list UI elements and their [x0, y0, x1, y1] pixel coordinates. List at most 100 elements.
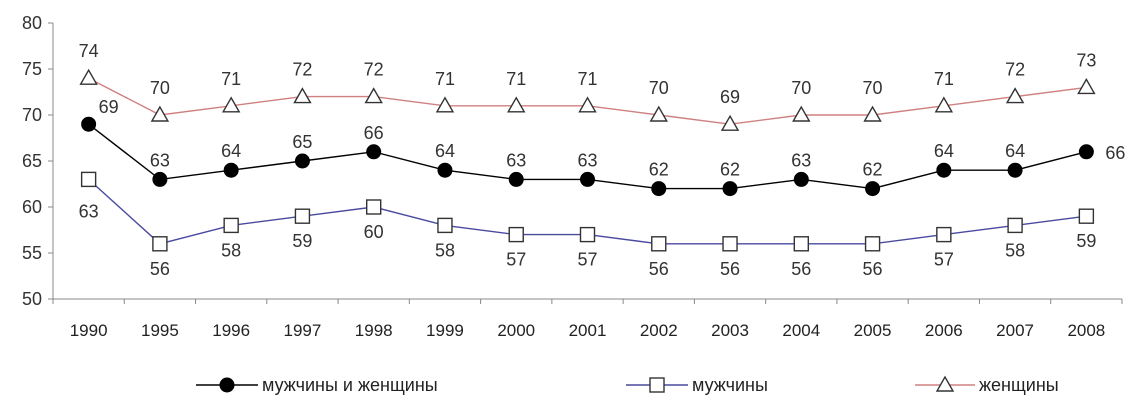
series-0-point — [793, 171, 809, 187]
data-label-men: 63 — [79, 201, 99, 221]
legend-item: мужчины — [626, 375, 768, 395]
data-label-women: 72 — [292, 60, 312, 80]
data-label-total: 63 — [577, 150, 597, 170]
data-label-men: 56 — [720, 259, 740, 279]
data-label-women: 70 — [791, 78, 811, 98]
series-2-point — [1077, 77, 1096, 95]
data-label-total: 62 — [649, 160, 669, 180]
data-label-men: 58 — [1005, 240, 1025, 260]
data-label-total: 63 — [150, 150, 170, 170]
y-tick-label: 60 — [22, 197, 42, 217]
data-label-women: 73 — [1076, 50, 1096, 70]
series-2-point — [293, 87, 312, 104]
series-2-point — [435, 96, 455, 113]
series-0-point — [1078, 144, 1094, 160]
data-label-total: 64 — [1005, 141, 1025, 161]
series-0-point — [722, 181, 738, 197]
data-label-men: 57 — [934, 250, 954, 270]
series-1-point — [437, 217, 453, 234]
data-label-men: 58 — [435, 240, 455, 260]
x-tick-label: 2000 — [497, 321, 535, 340]
data-label-women: 71 — [435, 69, 455, 89]
legend-label: женщины — [979, 375, 1059, 395]
series-1-point — [579, 226, 596, 243]
x-tick-label: 2007 — [996, 321, 1034, 340]
data-label-total: 65 — [292, 132, 312, 152]
series-0-point — [437, 162, 453, 178]
data-label-total: 69 — [99, 97, 119, 117]
data-label-men: 57 — [577, 250, 597, 270]
series-1-point — [793, 236, 809, 252]
series-group — [79, 68, 1096, 252]
legend: мужчины и женщины мужчины женщины — [196, 375, 1059, 395]
series-2-point — [150, 105, 170, 122]
series-0-point — [1007, 162, 1023, 178]
series-0-point — [223, 162, 239, 178]
series-1-point — [152, 236, 168, 252]
series-0-point — [366, 144, 382, 160]
data-label-women: 72 — [1005, 60, 1025, 80]
y-tick-label: 75 — [22, 59, 42, 79]
x-tick-label: 1990 — [70, 321, 108, 340]
series-0-point — [81, 116, 97, 132]
data-label-women: 74 — [79, 41, 99, 61]
data-label-women: 70 — [649, 78, 669, 98]
legend-marker — [935, 375, 955, 392]
data-label-total: 64 — [435, 141, 455, 161]
x-tick-label: 2008 — [1067, 321, 1105, 340]
series-2-point — [1005, 87, 1025, 104]
x-tick-label: 1999 — [426, 321, 464, 340]
data-label-total: 64 — [221, 141, 241, 161]
data-label-women: 70 — [863, 78, 883, 98]
y-tick-label: 55 — [22, 243, 42, 263]
series-0-point — [936, 162, 952, 178]
y-tick-label: 50 — [22, 289, 42, 309]
data-label-total: 66 — [364, 123, 384, 143]
data-label-men: 56 — [150, 259, 170, 279]
y-axis-ticks: 50 55 60 65 70 75 80 — [22, 13, 53, 309]
data-labels: 74 70 71 72 72 71 71 71 70 69 70 70 71 72 73 69 63 64 65 66… — [79, 41, 1126, 279]
series-2-point — [934, 96, 954, 113]
data-label-men: 56 — [863, 259, 883, 279]
legend-marker — [649, 377, 665, 393]
series-1-point — [651, 236, 667, 252]
data-label-total: 64 — [934, 141, 954, 161]
series-1-point — [508, 226, 524, 243]
legend-item: мужчины и женщины — [196, 375, 438, 395]
x-tick-label: 1995 — [141, 321, 179, 340]
data-label-total: 63 — [791, 150, 811, 170]
series-2-point — [221, 96, 241, 113]
series-0-point — [580, 171, 595, 187]
data-label-women: 69 — [720, 87, 740, 107]
series-0-point — [508, 171, 524, 187]
data-label-women: 70 — [150, 78, 170, 98]
series-2-point — [720, 114, 740, 131]
legend-item: женщины — [915, 375, 1059, 395]
series-0-point — [152, 171, 168, 187]
series-1-point — [294, 208, 311, 224]
data-label-women: 71 — [506, 69, 526, 89]
series-2-point — [792, 105, 811, 122]
series-1-point — [1007, 217, 1023, 234]
series-1-point — [80, 171, 97, 188]
series-2-point — [507, 96, 526, 113]
series-0-point — [294, 153, 310, 169]
series-1-point — [936, 226, 952, 243]
data-label-men: 57 — [506, 250, 526, 270]
x-axis-ticks: 1990 1995 1996 1997 1998 1999 2000 2001 2002 2003… — [52, 299, 1123, 340]
x-tick-label: 1997 — [284, 321, 322, 340]
legend-label: мужчины — [692, 375, 768, 395]
x-tick-label: 2005 — [854, 321, 892, 340]
data-label-men: 56 — [791, 259, 811, 279]
data-label-men: 58 — [221, 240, 241, 260]
series-1-point — [223, 217, 239, 234]
x-tick-label: 1996 — [212, 321, 250, 340]
series-2-point — [649, 105, 668, 122]
data-label-women: 72 — [364, 60, 384, 80]
series-2-point — [578, 96, 597, 113]
series-2-point — [364, 87, 383, 104]
x-tick-label: 2001 — [569, 321, 607, 340]
x-tick-label: 1998 — [355, 321, 393, 340]
series-1-point — [864, 236, 881, 252]
